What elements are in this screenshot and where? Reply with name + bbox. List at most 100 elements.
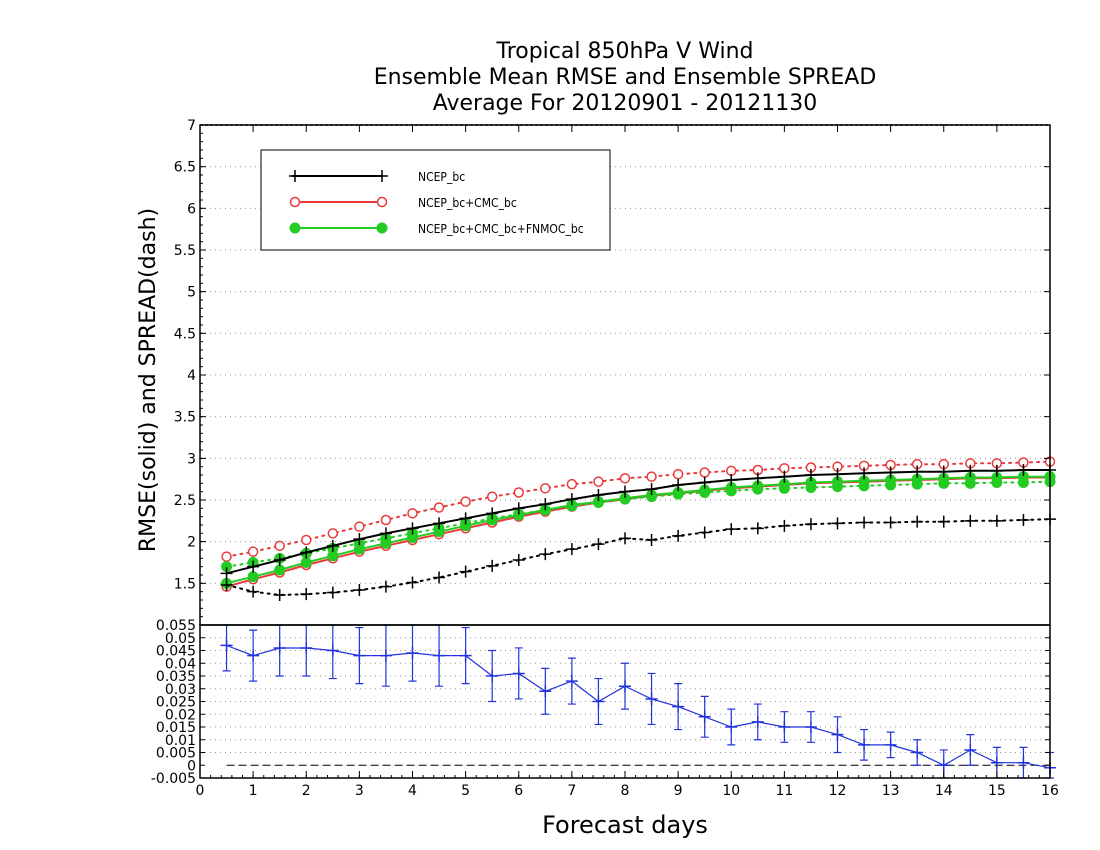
point-marker bbox=[831, 468, 844, 481]
point-marker bbox=[911, 746, 924, 759]
y-tick-label: 4.5 bbox=[174, 326, 196, 342]
point-marker bbox=[486, 491, 498, 502]
x-tick-label: 16 bbox=[1041, 783, 1059, 799]
point-marker bbox=[725, 485, 737, 497]
point-marker bbox=[301, 534, 312, 546]
point-marker bbox=[699, 487, 711, 498]
point-marker bbox=[832, 481, 843, 493]
point-marker bbox=[990, 514, 1003, 527]
point-marker bbox=[937, 465, 950, 478]
point-marker bbox=[937, 759, 950, 772]
y-tick-label: 5.5 bbox=[174, 243, 196, 259]
series-rmse-line bbox=[226, 476, 1050, 588]
x-tick-label: 2 bbox=[302, 783, 311, 799]
y-tick-label: 5 bbox=[187, 285, 196, 301]
point-marker bbox=[273, 641, 286, 654]
point-marker bbox=[752, 483, 764, 495]
point-marker bbox=[672, 700, 685, 713]
point-marker bbox=[433, 649, 446, 662]
x-tick-label: 4 bbox=[408, 783, 417, 799]
point-marker bbox=[831, 728, 844, 741]
point-marker bbox=[326, 644, 339, 657]
bottom-y-axis: -0.00500.0050.010.0150.020.0250.030.0350… bbox=[151, 618, 1050, 787]
point-marker bbox=[699, 467, 710, 478]
x-tick-label: 8 bbox=[621, 783, 630, 799]
point-marker bbox=[406, 647, 419, 660]
point-marker bbox=[486, 559, 499, 572]
point-marker bbox=[460, 496, 471, 507]
x-tick-label: 15 bbox=[988, 783, 1006, 799]
point-marker bbox=[221, 551, 232, 562]
point-marker bbox=[565, 675, 578, 688]
point-marker bbox=[990, 756, 1003, 769]
point-marker bbox=[1017, 514, 1030, 526]
y-tick-label: 3.5 bbox=[174, 410, 196, 426]
point-marker bbox=[672, 479, 685, 491]
x-tick-label: 12 bbox=[829, 783, 847, 799]
x-axis-label: Forecast days bbox=[542, 811, 708, 839]
point-marker bbox=[379, 527, 392, 540]
y-tick-label: 2 bbox=[187, 535, 196, 551]
point-marker bbox=[247, 546, 259, 557]
point-marker bbox=[433, 571, 446, 584]
point-marker bbox=[858, 516, 871, 529]
point-marker bbox=[220, 567, 233, 580]
legend: NCEP_bc NCEP_bc+CMC_bc NCEP_bc+CMC_bc+FNMO… bbox=[260, 149, 611, 251]
point-marker bbox=[247, 571, 259, 583]
point-marker bbox=[512, 667, 525, 680]
point-marker bbox=[751, 472, 764, 485]
point-marker bbox=[884, 738, 897, 751]
point-marker bbox=[778, 721, 791, 733]
point-marker bbox=[751, 522, 764, 535]
point-marker bbox=[273, 589, 286, 601]
point-marker bbox=[884, 516, 897, 529]
point-marker bbox=[804, 518, 817, 531]
x-tick-label: 14 bbox=[935, 783, 953, 799]
y-tick-label: 0.02 bbox=[165, 707, 196, 723]
point-marker bbox=[380, 514, 392, 526]
point-marker bbox=[407, 508, 418, 519]
point-marker bbox=[964, 477, 976, 489]
point-marker bbox=[725, 523, 738, 536]
point-marker bbox=[858, 738, 871, 751]
point-marker bbox=[247, 649, 260, 662]
point-marker bbox=[300, 557, 312, 568]
point-marker bbox=[512, 502, 525, 515]
point-marker bbox=[273, 554, 286, 566]
x-axis: 0 1 2 3 4 5 6 7 8 9 10 11 12 13 14 15 16 bbox=[196, 125, 1059, 799]
point-marker bbox=[512, 554, 525, 566]
y-tick-label: 6.5 bbox=[174, 160, 196, 176]
point-marker bbox=[804, 721, 817, 733]
point-marker bbox=[1017, 477, 1029, 488]
point-marker bbox=[376, 196, 388, 208]
point-marker bbox=[1017, 464, 1030, 476]
y-tick-label: 0 bbox=[187, 758, 196, 774]
x-tick-label: 11 bbox=[775, 783, 793, 799]
y-tick-label: 2.5 bbox=[174, 493, 196, 509]
point-marker bbox=[327, 528, 339, 539]
point-marker bbox=[247, 585, 260, 598]
point-marker bbox=[911, 478, 923, 490]
point-marker bbox=[646, 471, 657, 482]
x-tick-label: 7 bbox=[567, 783, 576, 799]
point-marker bbox=[379, 580, 392, 593]
point-marker bbox=[751, 715, 764, 728]
y-tick-label: 4 bbox=[187, 368, 196, 384]
y-tick-label: 0.045 bbox=[156, 644, 196, 660]
point-marker bbox=[353, 584, 366, 596]
y-tick-label: 6 bbox=[187, 201, 196, 217]
point-marker bbox=[619, 485, 631, 498]
x-tick-label: 9 bbox=[674, 783, 683, 799]
point-marker bbox=[289, 222, 301, 234]
point-marker bbox=[379, 649, 392, 662]
point-marker bbox=[725, 474, 738, 486]
point-marker bbox=[592, 489, 605, 501]
point-marker bbox=[885, 479, 897, 491]
point-marker bbox=[1017, 756, 1030, 769]
point-marker bbox=[778, 470, 791, 483]
point-marker bbox=[592, 538, 605, 551]
point-marker bbox=[433, 502, 445, 513]
point-marker bbox=[376, 170, 388, 182]
point-marker bbox=[831, 517, 844, 530]
point-marker bbox=[645, 692, 658, 705]
